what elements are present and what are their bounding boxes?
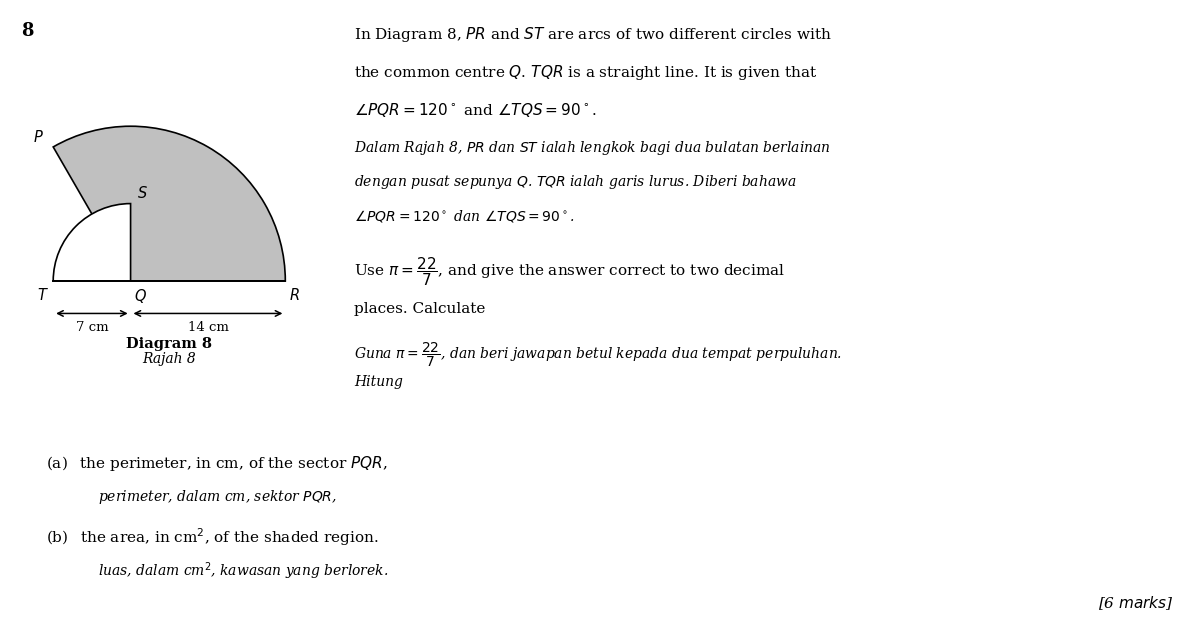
Text: the common centre $Q$. $TQR$ is a straight line. It is given that: the common centre $Q$. $TQR$ is a straig… [354,63,817,82]
Text: In Diagram 8, $PR$ and $ST$ are arcs of two different circles with: In Diagram 8, $PR$ and $ST$ are arcs of … [354,25,832,44]
Wedge shape [53,126,286,281]
Text: $\angle PQR = 120^\circ$ dan $\angle TQS = 90^\circ$.: $\angle PQR = 120^\circ$ dan $\angle TQS… [354,208,575,224]
Text: Guna $\pi = \dfrac{22}{7}$, dan beri jawapan betul kepada dua tempat perpuluhan.: Guna $\pi = \dfrac{22}{7}$, dan beri jaw… [354,340,842,369]
Text: (b)  the area, in cm$^2$, of the shaded region.: (b) the area, in cm$^2$, of the shaded r… [46,526,378,547]
Wedge shape [53,203,131,281]
Text: $Q$: $Q$ [133,287,146,305]
Text: Dalam Rajah 8, $PR$ dan $ST$ ialah lengkok bagi dua bulatan berlainan: Dalam Rajah 8, $PR$ dan $ST$ ialah lengk… [354,139,830,157]
Text: (a)  the perimeter, in cm, of the sector $PQR$,: (a) the perimeter, in cm, of the sector … [46,454,388,472]
Text: $T$: $T$ [37,287,49,303]
Text: 8: 8 [22,22,34,40]
Text: Use $\pi = \dfrac{22}{7}$, and give the answer correct to two decimal: Use $\pi = \dfrac{22}{7}$, and give the … [354,255,785,288]
Text: Hitung: Hitung [354,375,403,389]
Text: places. Calculate: places. Calculate [354,302,485,316]
Text: $S$: $S$ [137,185,148,201]
Text: 7 cm: 7 cm [76,321,108,334]
Text: luas, dalam cm$^2$, kawasan yang berlorek.: luas, dalam cm$^2$, kawasan yang berlore… [98,561,389,582]
Text: 14 cm: 14 cm [187,321,228,334]
Text: $P$: $P$ [34,129,44,146]
Text: Rajah 8: Rajah 8 [143,352,196,366]
Text: $R$: $R$ [289,287,300,303]
Text: dengan pusat sepunya $Q$. $TQR$ ialah garis lurus. Diberi bahawa: dengan pusat sepunya $Q$. $TQR$ ialah ga… [354,173,797,192]
Text: perimeter, dalam cm, sektor $PQR$,: perimeter, dalam cm, sektor $PQR$, [98,488,337,507]
Text: Diagram 8: Diagram 8 [126,336,212,351]
Text: [6 $marks$]: [6 $marks$] [1098,595,1174,612]
Text: $\angle PQR = 120^\circ$ and $\angle TQS = 90^\circ$.: $\angle PQR = 120^\circ$ and $\angle TQS… [354,101,596,119]
